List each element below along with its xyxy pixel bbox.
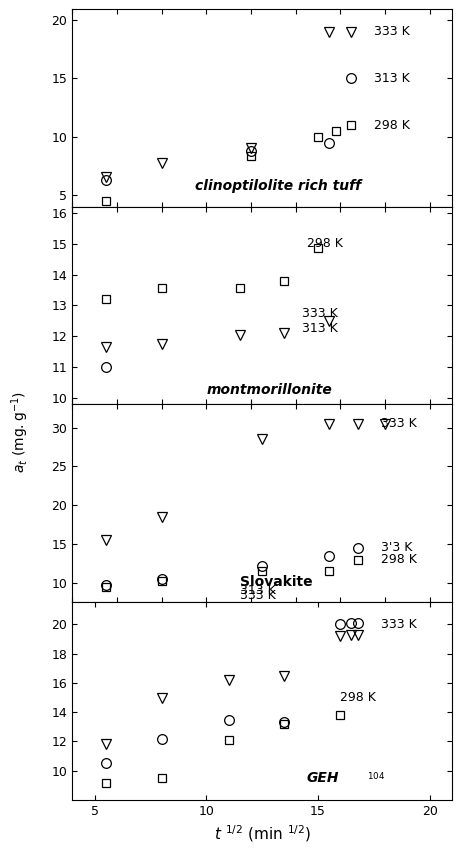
Text: 298 K: 298 K [381, 553, 417, 566]
Text: 313 K: 313 K [374, 72, 410, 85]
Text: 333 K: 333 K [381, 618, 416, 631]
Text: 333 K: 333 K [381, 417, 416, 430]
Text: 298 K: 298 K [340, 691, 376, 704]
Text: 333 K: 333 K [374, 25, 410, 38]
Text: 298 K: 298 K [307, 237, 343, 250]
Text: montmorillonite: montmorillonite [206, 382, 332, 397]
Text: 298 K: 298 K [374, 119, 410, 131]
Text: 333 K: 333 K [240, 589, 275, 602]
Text: $^{104}$: $^{104}$ [367, 772, 385, 785]
Text: 3'3 K: 3'3 K [381, 541, 412, 554]
Text: GEH: GEH [307, 772, 339, 785]
Text: Slovakite: Slovakite [240, 575, 312, 589]
Text: 313 K: 313 K [240, 584, 275, 597]
Text: 313 K: 313 K [302, 322, 338, 335]
X-axis label: $t\ ^{1/2}\ \mathrm{(min\ ^{1/2})}$: $t\ ^{1/2}\ \mathrm{(min\ ^{1/2})}$ [213, 823, 311, 844]
Text: 333 K: 333 K [302, 307, 338, 320]
Text: clinoptilolite rich tuff: clinoptilolite rich tuff [195, 178, 361, 193]
Text: $a_t\ \mathrm{(mg.g^{-1})}$: $a_t\ \mathrm{(mg.g^{-1})}$ [9, 392, 31, 473]
